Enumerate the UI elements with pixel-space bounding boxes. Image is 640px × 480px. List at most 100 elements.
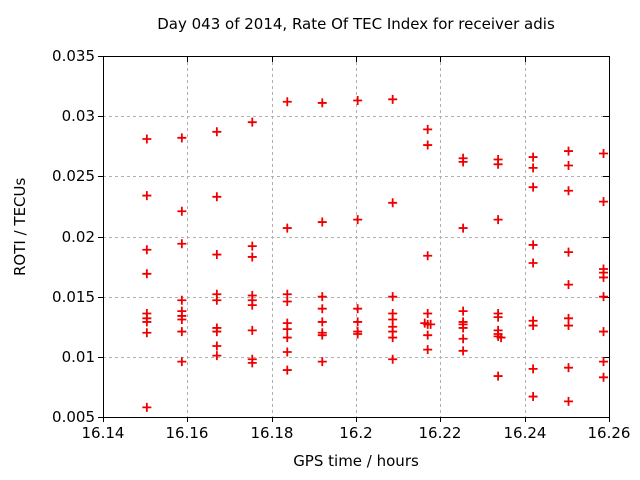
data-point-marker [493, 215, 503, 225]
data-point-marker [177, 206, 187, 216]
data-point-marker [177, 327, 187, 337]
data-point-marker [142, 328, 152, 338]
y-tick-label: 0.025 [52, 167, 95, 185]
data-point-marker [142, 134, 152, 144]
data-point-marker [458, 334, 468, 344]
data-point-marker [388, 94, 398, 104]
data-point-marker [493, 312, 503, 322]
data-point-marker [388, 198, 398, 208]
data-point-marker [317, 98, 327, 108]
data-point-marker [496, 333, 506, 343]
data-point-marker [247, 252, 257, 262]
data-point-marker [317, 330, 327, 340]
data-point-marker [282, 365, 292, 375]
data-point-marker [177, 239, 187, 249]
data-point-marker [423, 345, 433, 355]
data-point-marker [564, 161, 574, 171]
data-point-marker [212, 341, 222, 351]
data-point-marker [599, 327, 609, 337]
data-point-marker [212, 192, 222, 202]
data-point-marker [353, 329, 363, 339]
data-point-marker [353, 96, 363, 106]
data-point-marker [564, 146, 574, 156]
data-point-marker [247, 117, 257, 127]
data-point-marker [388, 333, 398, 343]
plot-border [103, 56, 610, 418]
data-point-marker [317, 357, 327, 367]
data-point-marker [282, 324, 292, 334]
data-point-marker [493, 371, 503, 381]
data-point-marker [599, 148, 609, 158]
x-tick-label: 16.16 [166, 424, 209, 442]
data-point-marker [528, 364, 538, 374]
data-point-marker [177, 295, 187, 305]
data-point-marker [599, 272, 609, 282]
data-point-marker [177, 315, 187, 325]
data-point-marker [353, 317, 363, 327]
data-point-marker [388, 292, 398, 302]
data-point-marker [458, 306, 468, 316]
y-tick-label: 0.005 [52, 408, 95, 426]
y-tick-label: 0.02 [62, 228, 95, 246]
data-point-marker [564, 321, 574, 331]
x-tick-label: 16.14 [82, 424, 125, 442]
data-point-marker [528, 258, 538, 268]
data-point-marker [317, 292, 327, 302]
data-point-marker [564, 186, 574, 196]
data-point-marker [458, 223, 468, 233]
data-point-marker [282, 347, 292, 357]
y-tick-label: 0.015 [52, 288, 95, 306]
data-point-marker [528, 182, 538, 192]
data-point-marker [247, 241, 257, 251]
data-point-marker [353, 215, 363, 225]
data-point-marker [282, 296, 292, 306]
data-point-marker [423, 140, 433, 150]
data-point-marker [599, 292, 609, 302]
x-tick-label: 16.26 [588, 424, 631, 442]
data-point-marker [599, 372, 609, 382]
data-point-marker [599, 197, 609, 207]
data-point-marker [282, 223, 292, 233]
data-point-marker [212, 250, 222, 260]
data-point-marker [564, 396, 574, 406]
data-point-marker [458, 157, 468, 167]
data-point-marker [423, 251, 433, 261]
data-point-marker [142, 402, 152, 412]
data-point-marker [142, 245, 152, 255]
data-point-marker [317, 304, 327, 314]
y-tick-label: 0.03 [62, 107, 95, 125]
data-point-marker [317, 317, 327, 327]
data-point-marker [528, 392, 538, 402]
data-point-marker [528, 240, 538, 250]
data-point-marker [177, 357, 187, 367]
data-point-marker [142, 269, 152, 279]
data-point-marker [528, 152, 538, 162]
data-point-marker [247, 358, 257, 368]
data-point-marker [142, 317, 152, 327]
data-point-marker [528, 163, 538, 173]
data-point-marker [142, 191, 152, 201]
data-point-marker [212, 351, 222, 361]
x-tick-label: 16.18 [251, 424, 294, 442]
chart-title: Day 043 of 2014, Rate Of TEC Index for r… [157, 15, 555, 33]
data-point-marker [423, 124, 433, 134]
data-point-marker [426, 319, 436, 329]
data-point-marker [493, 159, 503, 169]
data-point-marker [282, 333, 292, 343]
data-point-marker [282, 97, 292, 107]
x-axis-label: GPS time / hours [293, 452, 419, 470]
data-point-marker [564, 363, 574, 373]
data-point-marker [212, 127, 222, 137]
data-point-marker [212, 295, 222, 305]
data-point-marker [564, 247, 574, 257]
data-point-marker [564, 280, 574, 290]
data-point-marker [388, 354, 398, 364]
x-tick-label: 16.2 [339, 424, 372, 442]
x-tick-label: 16.24 [504, 424, 547, 442]
y-tick-label: 0.035 [52, 47, 95, 65]
data-point-marker [423, 330, 433, 340]
data-point-marker [353, 304, 363, 314]
data-point-marker [528, 321, 538, 331]
